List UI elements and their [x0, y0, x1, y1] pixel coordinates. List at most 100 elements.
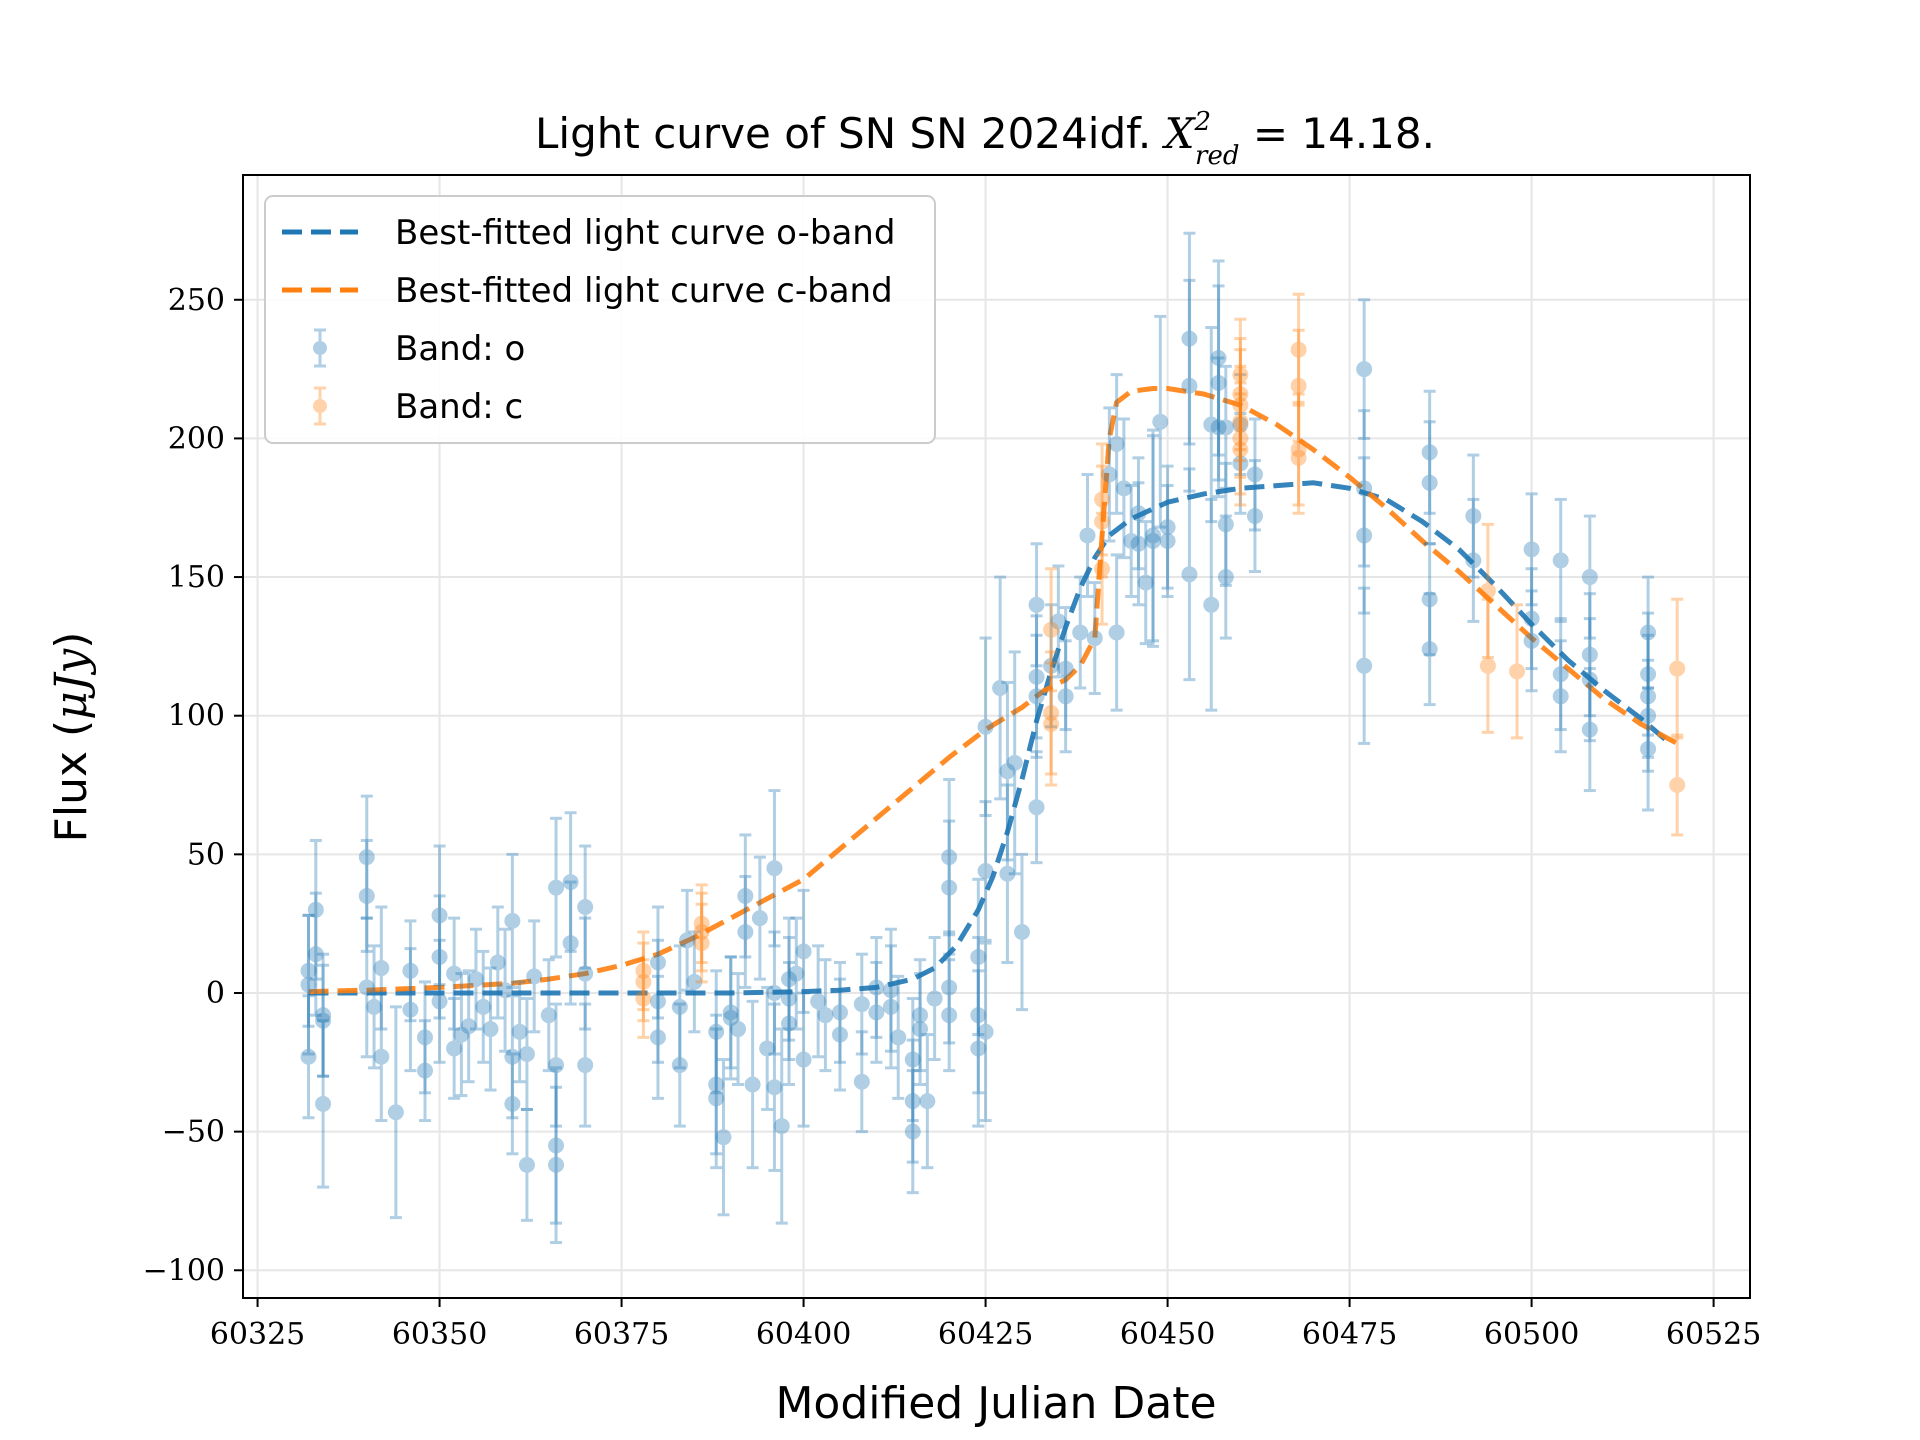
- data-point: [1356, 456, 1373, 615]
- marker: [781, 990, 798, 1007]
- marker: [548, 1156, 565, 1173]
- marker: [1465, 508, 1482, 525]
- legend-entry: Best-fitted light curve o-band: [282, 213, 895, 253]
- marker: [730, 1021, 747, 1038]
- data-point: [1028, 750, 1045, 865]
- marker: [1152, 413, 1169, 430]
- data-point: [1123, 484, 1140, 598]
- marker: [1086, 630, 1103, 647]
- data-point: [970, 877, 987, 1037]
- data-point: [1094, 511, 1111, 626]
- data-point: [1356, 409, 1373, 568]
- marker: [1130, 535, 1147, 552]
- data-point: [1181, 278, 1198, 493]
- fit-curve-best-fitted-light-curve-o-band: [308, 480, 1672, 996]
- marker: [1290, 449, 1307, 466]
- marker: [831, 1026, 848, 1043]
- data-point: [649, 938, 666, 1064]
- marker: [1028, 668, 1045, 685]
- plot-frame: [242, 174, 1751, 1299]
- marker: [1217, 419, 1234, 436]
- data-point: [853, 1030, 870, 1134]
- marker: [1356, 657, 1373, 674]
- data-point: [941, 930, 958, 1045]
- marker: [722, 1009, 739, 1026]
- marker: [577, 1057, 594, 1074]
- marker: [307, 946, 324, 963]
- marker: [467, 971, 484, 988]
- legend-swatch-marker: [313, 328, 327, 368]
- data-point: [868, 960, 885, 1064]
- y-axis-ticks: −100 −50 0 50 100 150 200 250: [143, 283, 243, 1288]
- marker: [431, 993, 448, 1010]
- data-point: [773, 1027, 790, 1225]
- marker: [511, 1023, 528, 1040]
- data-point: [467, 927, 484, 1031]
- data-point: [868, 936, 885, 1039]
- marker: [1028, 799, 1045, 816]
- marker: [766, 1079, 783, 1096]
- data-point: [970, 936, 987, 1095]
- data-point: [781, 936, 798, 1062]
- marker: [941, 979, 958, 996]
- data-point: [1640, 575, 1657, 690]
- data-point: [1232, 381, 1249, 496]
- marker: [1552, 552, 1569, 569]
- marker: [1130, 505, 1147, 522]
- data-point: [1232, 411, 1249, 515]
- marker: [970, 1040, 987, 1057]
- marker: [1043, 621, 1060, 638]
- marker: [1421, 474, 1438, 491]
- data-point: [730, 972, 747, 1086]
- data-point: [853, 952, 870, 1056]
- data-point: [1028, 614, 1045, 740]
- marker: [999, 865, 1016, 882]
- marker: [1137, 574, 1154, 591]
- marker: [453, 1026, 470, 1043]
- marker: [1210, 419, 1227, 436]
- marker: [1217, 569, 1234, 586]
- marker: [1072, 624, 1089, 641]
- marker: [904, 1123, 921, 1140]
- marker: [795, 1051, 812, 1068]
- data-point: [1640, 611, 1657, 737]
- data-point: [817, 958, 834, 1073]
- data-point: [882, 944, 899, 1070]
- marker: [315, 1012, 332, 1029]
- data-point: [1094, 464, 1111, 579]
- marker: [635, 990, 652, 1007]
- data-point: [315, 952, 332, 1078]
- data-point: [548, 1085, 565, 1245]
- marker: [1028, 688, 1045, 705]
- y-axis-label-text: Flux (: [46, 720, 97, 843]
- chart-title-prefix: Light curve of SN SN 2024idf.: [535, 109, 1165, 158]
- data-point: [1152, 314, 1169, 529]
- marker: [853, 996, 870, 1013]
- marker: [358, 849, 375, 866]
- marker: [737, 923, 754, 940]
- marker: [1043, 657, 1060, 674]
- data-point: [1101, 406, 1118, 543]
- data-point: [744, 999, 761, 1170]
- legend-label: Best-fitted light curve c-band: [395, 271, 893, 311]
- marker: [817, 1007, 834, 1024]
- legend-entry: Band: o: [313, 328, 525, 369]
- marker: [722, 1004, 739, 1021]
- grid: [243, 175, 1750, 1298]
- legend-entry: Band: c: [313, 386, 523, 427]
- y-tick-label: 200: [168, 421, 225, 456]
- marker: [366, 998, 383, 1015]
- marker: [744, 1076, 761, 1093]
- legend-swatch-marker: [313, 386, 327, 426]
- marker: [482, 1021, 499, 1038]
- marker: [708, 1023, 725, 1040]
- marker: [460, 1018, 477, 1035]
- marker: [1159, 533, 1176, 550]
- data-point: [1479, 522, 1496, 659]
- data-point: [577, 1002, 594, 1128]
- marker: [1203, 416, 1220, 433]
- marker: [1356, 361, 1373, 378]
- x-axis-ticks: 60325 60350 60375 60400 60425 60450 60475 60500…: [210, 1298, 1761, 1352]
- marker: [489, 954, 506, 971]
- data-point: [890, 974, 907, 1100]
